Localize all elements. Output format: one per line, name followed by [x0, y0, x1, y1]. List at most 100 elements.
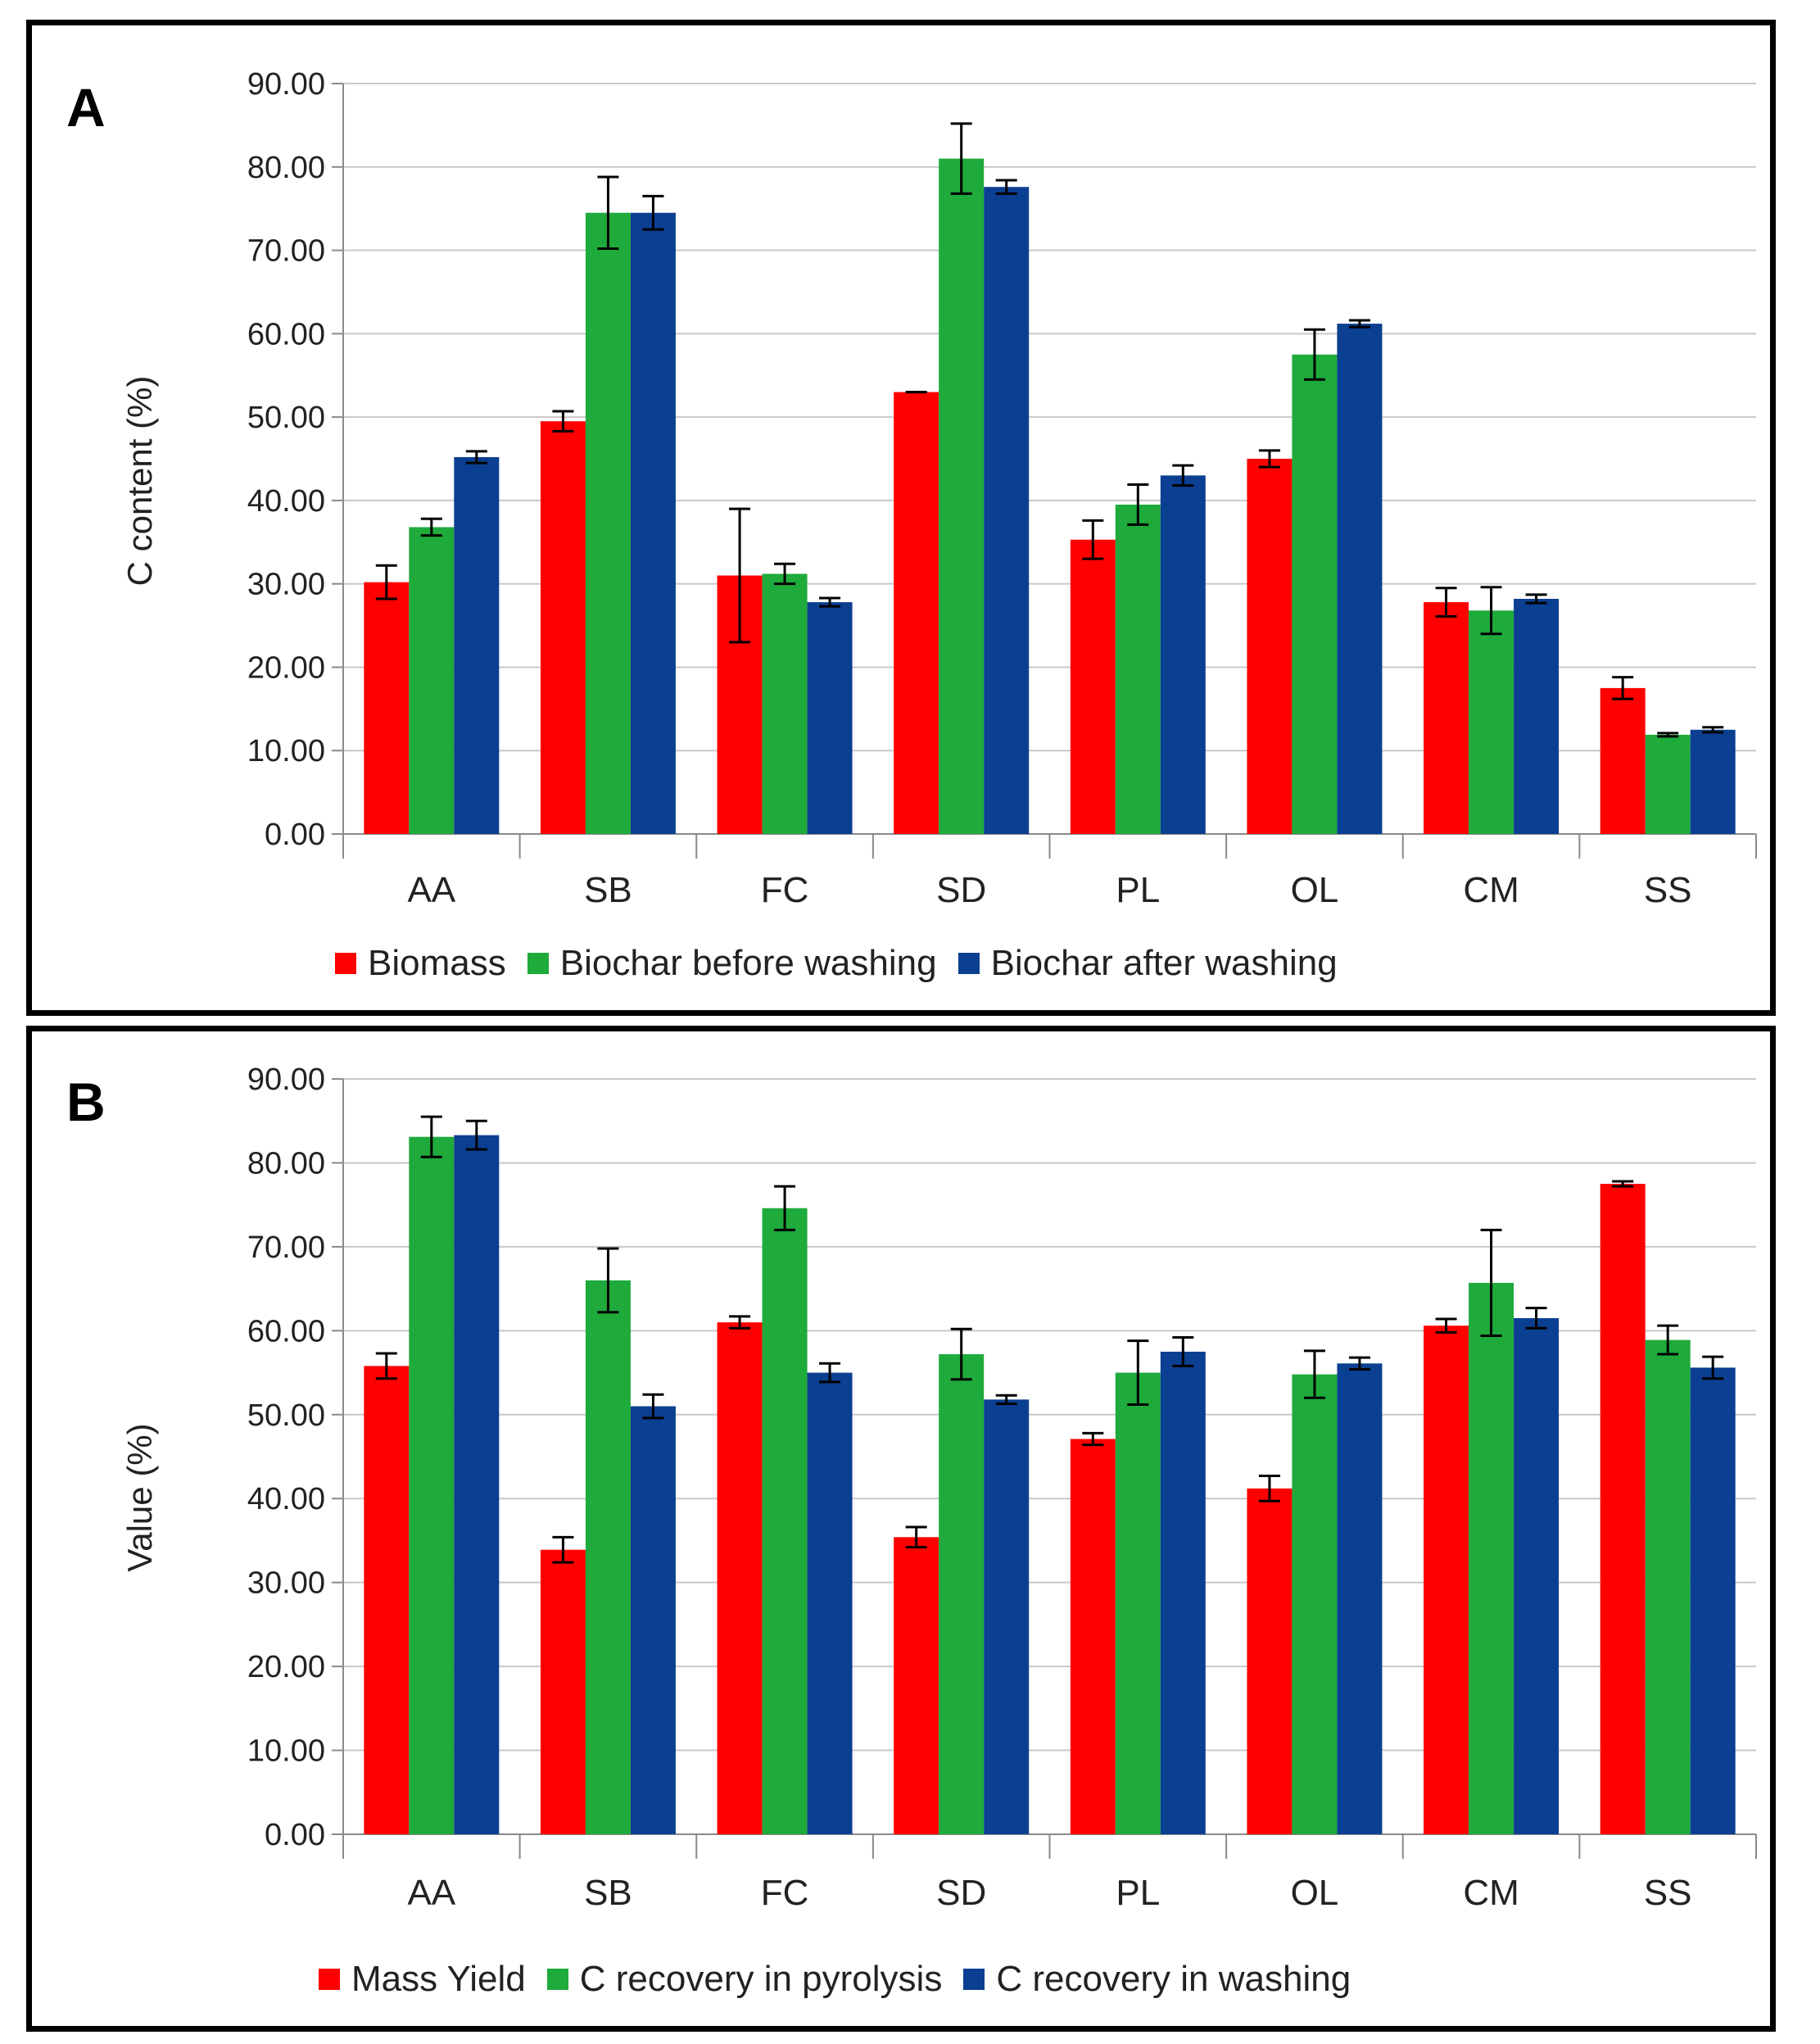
y-tick-label: 0.00: [265, 818, 325, 852]
bar: [540, 1549, 586, 1834]
y-tick-label: 40.00: [247, 484, 325, 519]
bar: [1160, 1351, 1206, 1834]
legend-swatch: [958, 953, 980, 974]
y-tick-label: 20.00: [247, 650, 325, 685]
legend-item-biochar-before-washing: Biochar before washing: [527, 943, 937, 984]
bar: [1424, 602, 1469, 834]
bar: [454, 456, 500, 834]
legend-item-biochar-after-washing: Biochar after washing: [958, 943, 1338, 984]
bar: [762, 573, 808, 834]
legend-label: C recovery in washing: [996, 1959, 1351, 1999]
bar: [1600, 687, 1646, 834]
bar-chart-b: 0.00 10.00 20.00 30.00 40.00 50.00 60.00 70.00 8…: [247, 1063, 1757, 1913]
bar: [1645, 1339, 1691, 1834]
x-tick-label: AA: [407, 870, 455, 910]
bar: [454, 1135, 500, 1834]
bar: [1514, 1317, 1560, 1834]
bar: [1645, 734, 1691, 834]
legend-label: C recovery in pyrolysis: [579, 1959, 943, 1999]
legend-item-c-recovery-in-washing: C recovery in washing: [963, 1959, 1351, 2000]
y-tick-label: 70.00: [247, 234, 325, 269]
bar: [1469, 610, 1514, 834]
legend-label: Biochar before washing: [559, 943, 937, 983]
bar: [1514, 598, 1560, 834]
y-tick-label: 10.00: [247, 734, 325, 768]
legend: Mass Yield C recovery in pyrolysis C rec…: [319, 1959, 1351, 2000]
bar: [540, 421, 586, 834]
bar: [409, 1136, 455, 1834]
y-tick-label: 90.00: [247, 1063, 325, 1097]
bar: [1070, 1439, 1116, 1834]
bar: [807, 602, 853, 834]
bar: [1292, 1374, 1338, 1834]
y-tick-label: 10.00: [247, 1734, 325, 1769]
bar: [630, 212, 676, 834]
x-tick-label: OL: [1291, 870, 1339, 910]
bar: [1690, 729, 1736, 834]
x-tick-label: PL: [1116, 870, 1160, 910]
legend-swatch: [527, 953, 549, 974]
y-tick-label: 60.00: [247, 1314, 325, 1348]
x-tick-label: CM: [1463, 870, 1519, 910]
y-tick-label: 40.00: [247, 1482, 325, 1516]
bar: [807, 1372, 853, 1834]
bar: [1160, 475, 1206, 834]
x-tick-label: AA: [407, 1873, 455, 1913]
legend-item-c-recovery-in-pyrolysis: C recovery in pyrolysis: [546, 1959, 943, 2000]
bar: [364, 1366, 410, 1834]
legend-label: Biomass: [368, 943, 506, 983]
bar: [585, 212, 631, 834]
x-tick-label: FC: [761, 870, 809, 910]
panel-label: A: [66, 77, 106, 138]
bar: [1115, 1372, 1161, 1834]
bar-chart-a: 0.00 10.00 20.00 30.00 40.00 50.00 60.00 70.00 8…: [247, 67, 1757, 910]
y-tick-label: 80.00: [247, 1146, 325, 1181]
y-tick-label: 0.00: [265, 1818, 325, 1852]
bar: [894, 392, 939, 835]
bar: [585, 1280, 631, 1834]
bar: [364, 582, 410, 834]
bar: [1247, 1488, 1293, 1834]
x-tick-label: SS: [1644, 870, 1692, 910]
bar: [409, 527, 455, 834]
bar: [984, 187, 1030, 834]
y-tick-label: 20.00: [247, 1650, 325, 1684]
legend-item-biomass: Biomass: [335, 943, 506, 984]
bar: [1337, 324, 1383, 834]
y-tick-label: 50.00: [247, 401, 325, 435]
y-tick-label: 90.00: [247, 67, 325, 102]
legend-item-mass-yield: Mass Yield: [319, 1959, 526, 2000]
x-tick-label: SD: [936, 870, 986, 910]
y-tick-label: 30.00: [247, 568, 325, 602]
bar: [1600, 1184, 1646, 1834]
chart-panel-b: B 0.00 10.00 20.00 30.00 40.00 50.00 60.00 70.0…: [26, 1026, 1776, 2032]
y-tick-label: 60.00: [247, 317, 325, 351]
bar: [1070, 539, 1116, 834]
legend-label: Biochar after washing: [990, 943, 1338, 983]
legend-swatch: [963, 1969, 985, 1990]
y-tick-label: 80.00: [247, 151, 325, 185]
panel-label: B: [66, 1072, 106, 1132]
legend-swatch: [546, 1969, 568, 1990]
bar: [717, 1322, 763, 1834]
bar: [1469, 1282, 1514, 1834]
legend: Biomass Biochar before washing Biochar a…: [335, 943, 1338, 984]
y-tick-label: 30.00: [247, 1566, 325, 1601]
legend-swatch: [335, 953, 356, 974]
bar: [984, 1399, 1030, 1834]
y-tick-label: 70.00: [247, 1230, 325, 1265]
y-axis-label: Value (%): [120, 1423, 159, 1572]
bar: [1690, 1367, 1736, 1834]
bar: [939, 158, 985, 835]
bar: [939, 1354, 985, 1834]
bar: [1337, 1363, 1383, 1834]
x-tick-label: OL: [1291, 1873, 1339, 1913]
bar: [1292, 354, 1338, 834]
x-tick-label: CM: [1463, 1873, 1519, 1913]
x-tick-label: SB: [584, 870, 632, 910]
bar: [894, 1537, 939, 1834]
bar: [762, 1208, 808, 1834]
bar: [630, 1406, 676, 1834]
legend-label: Mass Yield: [351, 1959, 526, 1999]
bar: [1424, 1326, 1469, 1834]
